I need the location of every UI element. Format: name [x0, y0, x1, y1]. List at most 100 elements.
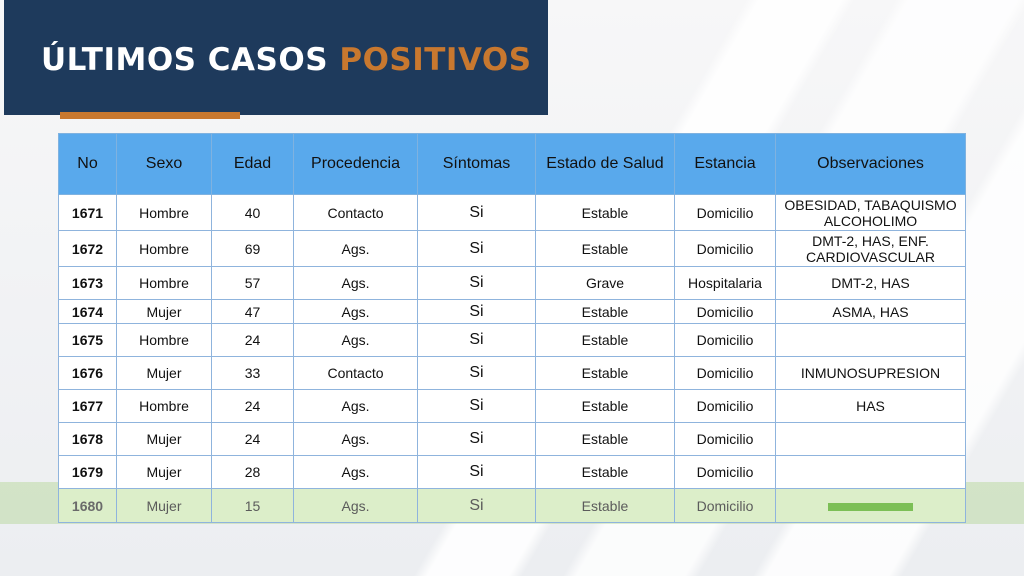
- cell-procedencia: Ags.: [293, 230, 418, 267]
- cell-no: 1676: [58, 356, 117, 390]
- table-row: 1676 Mujer 33 Contacto Si Estable Domicilio INM…: [58, 356, 966, 390]
- table-row: 1672 Hombre 69 Ags. Si Estable Domicilio DMT-2,…: [58, 230, 966, 267]
- cell-no: 1680: [58, 488, 117, 523]
- cell-edad: 24: [211, 389, 294, 423]
- cell-edad: 15: [211, 488, 294, 523]
- column-header-estado: Estado de Salud: [535, 133, 675, 195]
- cell-estancia: Domicilio: [674, 455, 776, 489]
- cell-no: 1678: [58, 422, 117, 456]
- cell-no: 1671: [58, 194, 117, 231]
- column-header-sexo: Sexo: [116, 133, 212, 195]
- cell-estado: Estable: [535, 488, 675, 523]
- slide-title: ÚLTIMOS CASOS POSITIVOS: [41, 42, 532, 78]
- title-banner: ÚLTIMOS CASOS POSITIVOS: [4, 0, 548, 115]
- cell-sexo: Mujer: [116, 488, 212, 523]
- cell-estado: Grave: [535, 266, 675, 300]
- cell-edad: 33: [211, 356, 294, 390]
- table-row: 1674 Mujer 47 Ags. Si Estable Domicilio ASMA, H…: [58, 299, 966, 324]
- cell-estado: Estable: [535, 422, 675, 456]
- table-row: 1677 Hombre 24 Ags. Si Estable Domicilio HAS: [58, 389, 966, 423]
- cell-obs: ASMA, HAS: [775, 299, 966, 324]
- table-row: 1680 Mujer 15 Ags. Si Estable Domicilio: [58, 488, 966, 523]
- table-row: 1671 Hombre 40 Contacto Si Estable Domicilio OB…: [58, 194, 966, 231]
- cell-estado: Estable: [535, 230, 675, 267]
- column-header-sintomas: Síntomas: [417, 133, 536, 195]
- cell-sintomas: Si: [417, 389, 536, 423]
- cell-sexo: Hombre: [116, 230, 212, 267]
- table-row: 1678 Mujer 24 Ags. Si Estable Domicilio: [58, 422, 966, 456]
- cell-no: 1677: [58, 389, 117, 423]
- cell-obs: OBESIDAD, TABAQUISMO ALCOHOLIMO: [775, 194, 966, 231]
- cell-estancia: Domicilio: [674, 230, 776, 267]
- cell-procedencia: Ags.: [293, 299, 418, 324]
- cell-sintomas: Si: [417, 422, 536, 456]
- column-header-edad: Edad: [211, 133, 294, 195]
- cell-sintomas: Si: [417, 323, 536, 357]
- title-underline: [60, 112, 240, 119]
- cell-obs: [775, 455, 966, 489]
- cell-estancia: Domicilio: [674, 488, 776, 523]
- cell-estancia: Domicilio: [674, 323, 776, 357]
- cell-no: 1674: [58, 299, 117, 324]
- cell-obs: DMT-2, HAS: [775, 266, 966, 300]
- cell-no: 1675: [58, 323, 117, 357]
- cell-estado: Estable: [535, 389, 675, 423]
- cell-procedencia: Contacto: [293, 194, 418, 231]
- highlight-marker: [828, 502, 913, 511]
- cell-obs: DMT-2, HAS, ENF. CARDIOVASCULAR: [775, 230, 966, 267]
- cell-no: 1679: [58, 455, 117, 489]
- table-row: 1675 Hombre 24 Ags. Si Estable Domicilio: [58, 323, 966, 357]
- cell-procedencia: Ags.: [293, 422, 418, 456]
- cell-sintomas: Si: [417, 194, 536, 231]
- cell-estancia: Domicilio: [674, 356, 776, 390]
- cell-edad: 57: [211, 266, 294, 300]
- cell-procedencia: Ags.: [293, 455, 418, 489]
- title-part-2: POSITIVOS: [339, 42, 532, 78]
- column-header-estancia: Estancia: [674, 133, 776, 195]
- table-header-row: No Sexo Edad Procedencia Síntomas Estado…: [58, 133, 966, 195]
- cell-no: 1672: [58, 230, 117, 267]
- column-header-procedencia: Procedencia: [293, 133, 418, 195]
- cell-procedencia: Ags.: [293, 488, 418, 523]
- cell-estado: Estable: [535, 194, 675, 231]
- cell-sexo: Hombre: [116, 194, 212, 231]
- cell-edad: 24: [211, 422, 294, 456]
- cell-estado: Estable: [535, 455, 675, 489]
- column-header-observaciones: Observaciones: [775, 133, 966, 195]
- cell-sexo: Mujer: [116, 455, 212, 489]
- cell-sexo: Hombre: [116, 323, 212, 357]
- cell-sintomas: Si: [417, 356, 536, 390]
- table-row: 1679 Mujer 28 Ags. Si Estable Domicilio: [58, 455, 966, 489]
- cell-no: 1673: [58, 266, 117, 300]
- cell-sintomas: Si: [417, 488, 536, 523]
- cell-sintomas: Si: [417, 266, 536, 300]
- column-header-no: No: [58, 133, 117, 195]
- cell-edad: 40: [211, 194, 294, 231]
- cell-obs: [775, 323, 966, 357]
- cell-estado: Estable: [535, 356, 675, 390]
- cell-edad: 24: [211, 323, 294, 357]
- cell-edad: 47: [211, 299, 294, 324]
- cell-estado: Estable: [535, 299, 675, 324]
- cell-sexo: Mujer: [116, 422, 212, 456]
- cell-obs: [775, 488, 966, 523]
- cell-estado: Estable: [535, 323, 675, 357]
- cell-edad: 69: [211, 230, 294, 267]
- cell-sexo: Mujer: [116, 299, 212, 324]
- cell-sexo: Hombre: [116, 389, 212, 423]
- cell-sintomas: Si: [417, 455, 536, 489]
- cell-estancia: Hospitalaria: [674, 266, 776, 300]
- cell-sexo: Hombre: [116, 266, 212, 300]
- cell-obs: INMUNOSUPRESION: [775, 356, 966, 390]
- cell-procedencia: Ags.: [293, 266, 418, 300]
- cell-estancia: Domicilio: [674, 299, 776, 324]
- cell-procedencia: Ags.: [293, 323, 418, 357]
- cell-estancia: Domicilio: [674, 389, 776, 423]
- cell-estancia: Domicilio: [674, 422, 776, 456]
- cell-sintomas: Si: [417, 299, 536, 324]
- cell-obs: HAS: [775, 389, 966, 423]
- cell-obs: [775, 422, 966, 456]
- cell-edad: 28: [211, 455, 294, 489]
- cell-procedencia: Contacto: [293, 356, 418, 390]
- cell-sintomas: Si: [417, 230, 536, 267]
